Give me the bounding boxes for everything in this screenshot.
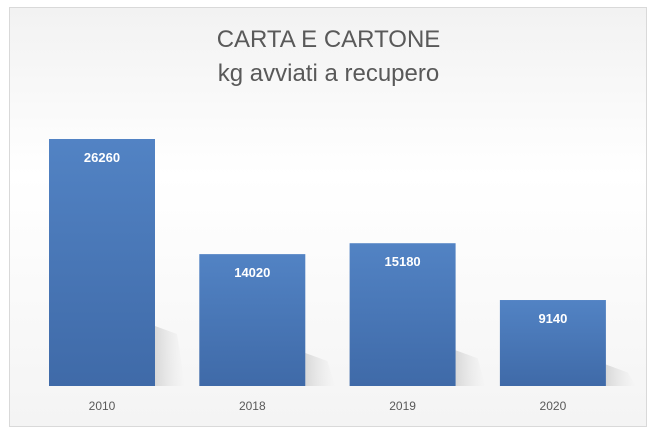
- data-label-2010: 26260: [84, 150, 120, 165]
- bar-shadow: [455, 350, 486, 386]
- bar-shadow: [155, 326, 185, 386]
- bar-2010: [49, 139, 155, 386]
- bar-2019: [349, 243, 456, 386]
- bar-shadow: [605, 364, 636, 386]
- x-tick-label-2010: 2010: [89, 399, 116, 413]
- bar-2018: [199, 254, 306, 386]
- chart-title: CARTA E CARTONE: [216, 26, 441, 53]
- x-tick-label-2020: 2020: [540, 399, 567, 413]
- x-tick-label-2018: 2018: [239, 399, 266, 413]
- x-tick-label-2019: 2019: [389, 399, 416, 413]
- data-label-2020: 9140: [538, 311, 567, 326]
- data-label-2018: 14020: [234, 265, 270, 280]
- chart-subtitle: kg avviati a recupero: [217, 60, 440, 87]
- bar-shadow: [305, 353, 336, 386]
- bar-2020: [499, 300, 606, 386]
- data-label-2019: 15180: [385, 254, 421, 269]
